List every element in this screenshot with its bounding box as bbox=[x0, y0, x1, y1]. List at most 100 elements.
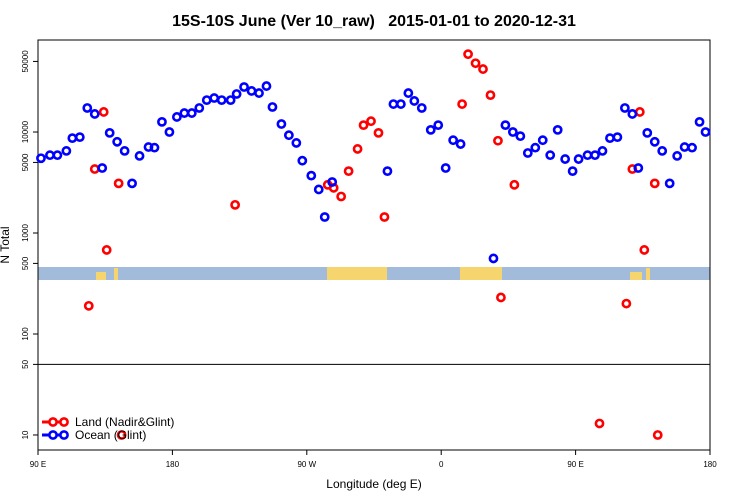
y-tick-label: 10 bbox=[21, 430, 30, 439]
point bbox=[327, 177, 338, 187]
point bbox=[639, 245, 650, 255]
x-tick-label: 90 W bbox=[297, 460, 316, 469]
y-tick-label: 500 bbox=[21, 256, 30, 270]
point bbox=[149, 142, 160, 153]
point bbox=[366, 116, 376, 127]
point bbox=[225, 95, 236, 106]
legend-marker bbox=[48, 430, 58, 440]
point bbox=[186, 108, 197, 118]
legend-entry: Ocean (Glint) bbox=[42, 428, 146, 442]
x-tick-label: 0 bbox=[439, 460, 444, 469]
point bbox=[590, 150, 600, 161]
point bbox=[157, 116, 167, 127]
point bbox=[306, 170, 317, 181]
point bbox=[395, 99, 406, 109]
point bbox=[621, 298, 632, 309]
point bbox=[382, 166, 393, 177]
point bbox=[313, 184, 324, 195]
y-axis-label: N Total bbox=[0, 226, 12, 263]
y-tick-label: 50 bbox=[21, 359, 30, 368]
point bbox=[101, 245, 112, 255]
legend-marker bbox=[59, 417, 69, 427]
point bbox=[642, 128, 653, 138]
point bbox=[297, 155, 308, 166]
point bbox=[261, 81, 272, 91]
point bbox=[507, 127, 518, 137]
y-tick-label: 100 bbox=[21, 327, 30, 341]
legend-label: Ocean (Glint) bbox=[75, 428, 146, 442]
point bbox=[463, 49, 473, 60]
point bbox=[254, 88, 264, 98]
point bbox=[619, 103, 630, 113]
point bbox=[433, 120, 444, 131]
point bbox=[485, 90, 496, 101]
point bbox=[403, 88, 414, 98]
point bbox=[672, 151, 683, 161]
point bbox=[657, 146, 668, 156]
legend-label: Land (Nadir&Glint) bbox=[75, 415, 174, 429]
point bbox=[239, 82, 249, 92]
point bbox=[373, 128, 384, 138]
point bbox=[119, 146, 130, 156]
point bbox=[509, 179, 520, 190]
chart-title: 15S-10S June (Ver 10_raw) 2015-01-01 to … bbox=[172, 13, 576, 30]
land-strip bbox=[646, 268, 650, 280]
point bbox=[283, 130, 294, 141]
point bbox=[52, 150, 63, 161]
point bbox=[488, 253, 499, 264]
point bbox=[440, 163, 451, 173]
x-tick-label: 180 bbox=[166, 460, 180, 469]
point bbox=[194, 103, 205, 113]
point bbox=[379, 212, 390, 222]
x-tick-label: 90 E bbox=[30, 460, 46, 469]
point bbox=[164, 127, 175, 137]
point bbox=[457, 99, 468, 109]
point bbox=[83, 300, 94, 311]
point bbox=[649, 178, 660, 189]
point bbox=[594, 418, 605, 429]
x-tick-label: 180 bbox=[703, 460, 717, 469]
land-strip bbox=[114, 268, 118, 280]
point bbox=[231, 89, 242, 99]
point bbox=[664, 178, 675, 189]
point bbox=[627, 109, 638, 119]
point bbox=[687, 142, 697, 153]
point bbox=[560, 154, 571, 164]
land-strip bbox=[460, 267, 502, 280]
y-tick-label: 5000 bbox=[21, 153, 30, 171]
point bbox=[276, 119, 287, 129]
point bbox=[74, 132, 85, 143]
map-strip bbox=[38, 267, 710, 280]
land-strip bbox=[96, 272, 106, 280]
point bbox=[216, 95, 227, 106]
point bbox=[496, 292, 506, 303]
land-strip bbox=[630, 272, 642, 280]
point bbox=[425, 124, 436, 135]
point bbox=[493, 135, 503, 146]
point bbox=[552, 124, 563, 135]
point bbox=[455, 139, 466, 149]
point bbox=[573, 154, 584, 164]
point bbox=[97, 163, 108, 173]
point bbox=[448, 135, 459, 146]
point bbox=[409, 96, 420, 106]
point bbox=[36, 153, 46, 164]
x-axis-label: Longitude (deg E) bbox=[326, 477, 421, 491]
point bbox=[343, 166, 354, 177]
point bbox=[291, 138, 302, 148]
point bbox=[537, 135, 548, 146]
point bbox=[522, 148, 533, 158]
legend-marker bbox=[48, 417, 58, 427]
point bbox=[112, 136, 123, 147]
point bbox=[104, 128, 115, 138]
point bbox=[652, 430, 663, 440]
legend-entry: Land (Nadir&Glint) bbox=[42, 415, 174, 429]
y-tick-label: 10000 bbox=[21, 120, 30, 143]
point bbox=[416, 103, 427, 113]
point bbox=[61, 146, 72, 156]
point bbox=[567, 166, 578, 177]
point bbox=[171, 112, 182, 122]
point bbox=[82, 103, 93, 113]
legend-marker bbox=[59, 430, 69, 440]
